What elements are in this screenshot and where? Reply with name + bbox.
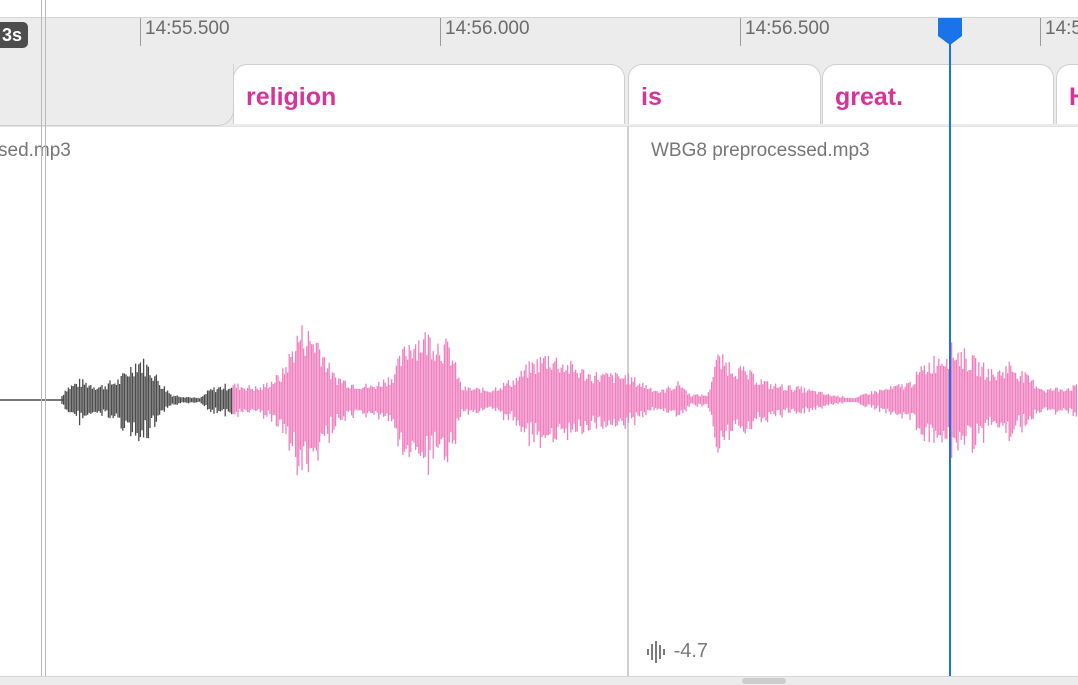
playhead[interactable] [949,18,951,684]
ruler-tick [140,18,141,46]
word-chip[interactable]: religion [233,64,625,124]
ruler-tick-label: 14:55.500 [145,18,230,39]
scrollbar-thumb[interactable] [742,678,786,684]
ruler-tick [740,18,741,46]
playhead-handle[interactable] [936,16,964,46]
word-chip[interactable]: H [1056,64,1078,124]
horizontal-scrollbar[interactable] [0,676,1078,685]
clip-label: WBG8 preprocessed.mp3 [651,140,870,161]
ruler-tick [440,18,441,46]
waveform-icon [646,640,668,664]
gain-value: -4.7 [673,640,709,662]
ruler-tick-label: 14:56.500 [745,18,830,39]
ruler-divider [0,17,1078,18]
clip-edge-guide [45,0,46,684]
ruler-tick-label: 14:56.000 [445,18,530,39]
waveform[interactable] [0,300,1078,510]
timeline-ruler[interactable] [0,0,1078,18]
clip-edge-guide [41,0,42,684]
word-chip[interactable]: great. [822,64,1054,124]
word-chip[interactable]: is [628,64,821,124]
duration-badge: 3s [0,22,29,48]
word-chip-previous[interactable] [0,64,234,126]
clip-label: sed.mp3 [0,140,71,161]
clip-gain[interactable]: -4.7 [646,638,708,664]
ruler-tick [1040,18,1041,46]
ruler-tick-label: 14:5 [1045,18,1078,39]
